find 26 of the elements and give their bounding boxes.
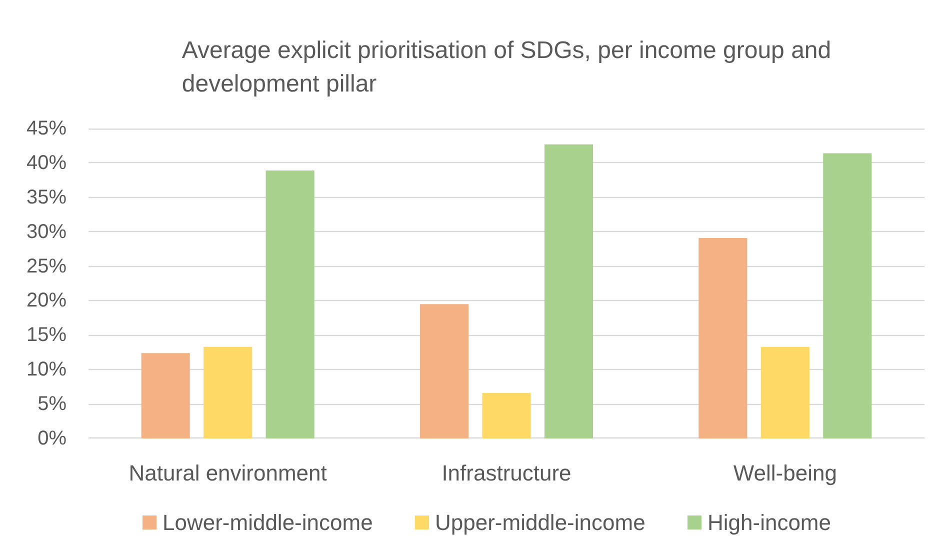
legend-label: Upper-middle-income bbox=[435, 510, 646, 535]
bar bbox=[760, 346, 810, 438]
y-tick-label: 40% bbox=[26, 152, 67, 174]
chart-title: Average explicit prioritisation of SDGs, per income group and development pillar bbox=[182, 36, 832, 98]
legend-label: Lower-middle-income bbox=[162, 510, 373, 535]
bar bbox=[823, 153, 872, 438]
x-tick-label: Natural environment bbox=[128, 460, 327, 486]
bar bbox=[141, 353, 190, 438]
bar bbox=[698, 238, 748, 438]
y-tick-label: 30% bbox=[26, 220, 67, 243]
y-tick-label: 20% bbox=[26, 290, 67, 312]
x-tick-label: Well-being bbox=[733, 460, 837, 486]
y-tick-label: 45% bbox=[26, 118, 67, 140]
y-tick-label: 35% bbox=[26, 186, 67, 208]
bar bbox=[482, 393, 531, 438]
bar bbox=[420, 304, 469, 438]
legend-label: High-income bbox=[708, 510, 831, 535]
y-tick-label: 10% bbox=[26, 358, 67, 381]
bar bbox=[204, 346, 252, 438]
bar bbox=[544, 144, 594, 438]
y-tick-label: 5% bbox=[38, 393, 67, 416]
x-tick-label: Infrastructure bbox=[442, 460, 572, 486]
bar bbox=[266, 170, 314, 438]
y-tick-label: 0% bbox=[38, 428, 67, 450]
y-tick-label: 15% bbox=[26, 324, 67, 346]
y-tick-label: 25% bbox=[26, 255, 67, 278]
